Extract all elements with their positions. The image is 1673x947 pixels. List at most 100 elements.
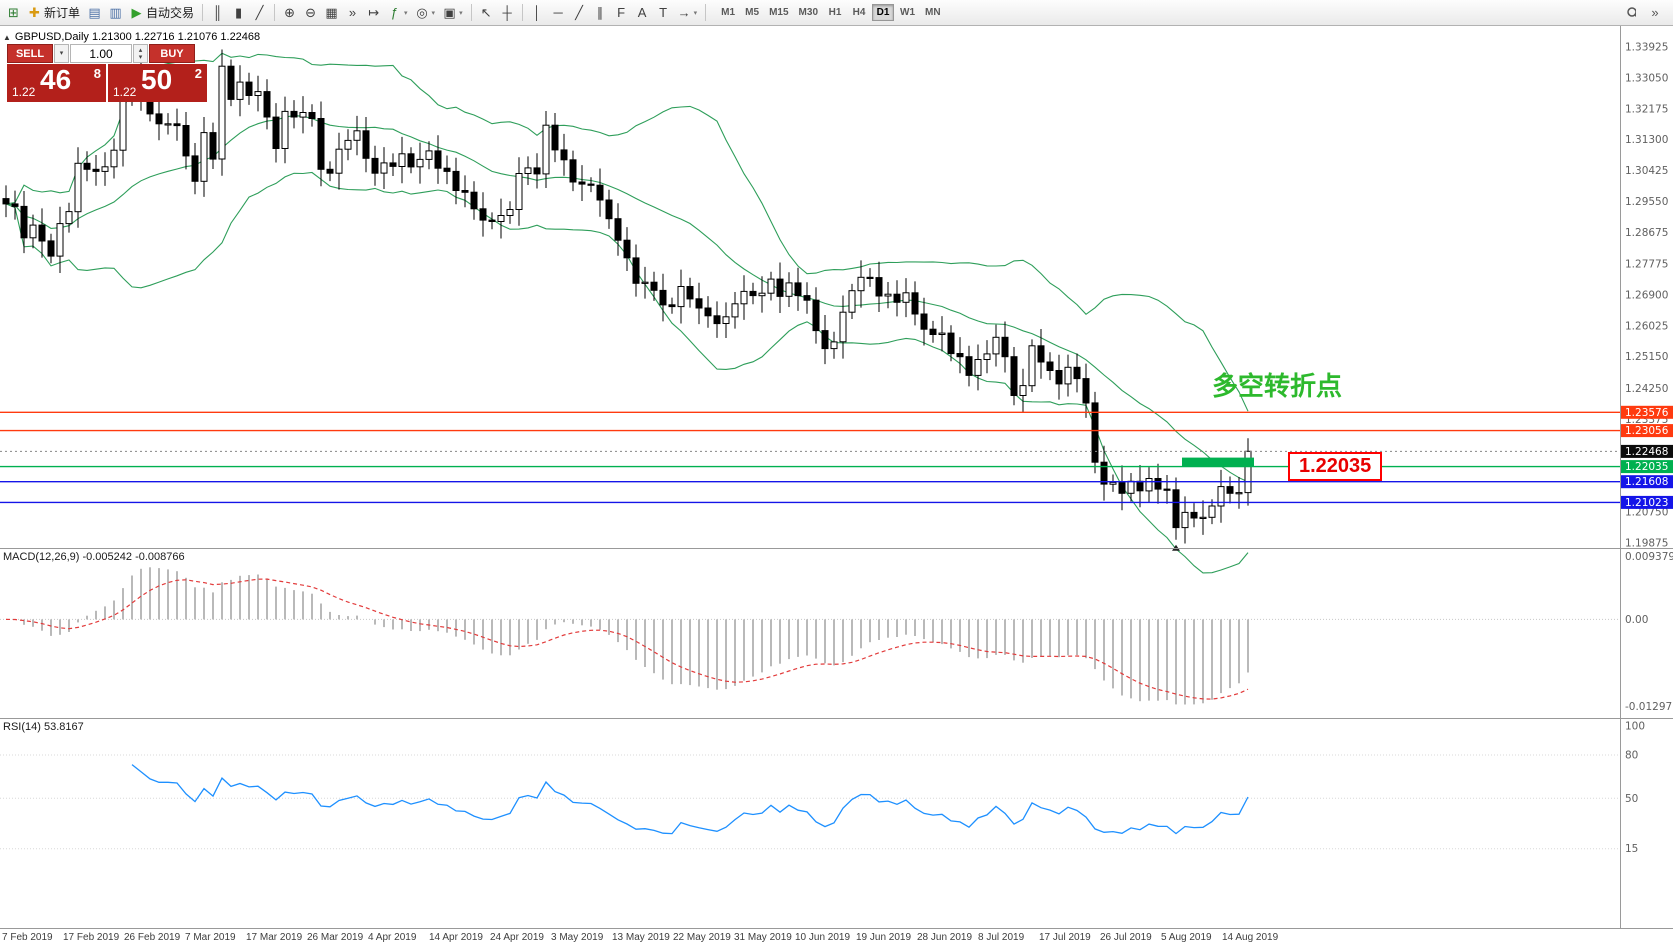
templates-button[interactable]: ▣ ▾: [439, 2, 467, 23]
toolbar-separator: [705, 4, 707, 21]
collapse-indicator-icon[interactable]: ▲: [3, 32, 11, 42]
timeframe-h4-button[interactable]: H4: [848, 4, 870, 21]
chart-header: ▲ GBPUSD,Daily 1.21300 1.22716 1.21076 1…: [3, 31, 260, 43]
time-axis-label: 28 Jun 2019: [917, 932, 973, 943]
time-axis-label: 14 Apr 2019: [429, 932, 483, 943]
time-axis-label: 24 Apr 2019: [490, 932, 544, 943]
text-icon: A: [637, 5, 647, 20]
time-axis-label: 17 Mar 2019: [246, 932, 303, 943]
time-axis[interactable]: 7 Feb 2019 17 Feb 2019 26 Feb 2019 7 Mar 20…: [0, 930, 1673, 947]
svg-text:1.23056: 1.23056: [1625, 425, 1669, 437]
sell-price-button[interactable]: 1.22 46 8: [7, 64, 106, 102]
profiles-button[interactable]: ▤: [84, 2, 105, 23]
time-axis-label: 22 May 2019: [673, 932, 731, 943]
timeframe-m15-button[interactable]: M15: [765, 4, 792, 21]
svg-text:1.31300: 1.31300: [1625, 134, 1668, 146]
svg-text:80: 80: [1625, 750, 1638, 762]
sell-price-prefix: 1.22: [12, 85, 36, 99]
horizontal-line-button[interactable]: ─: [548, 2, 569, 23]
volume-dropdown-button[interactable]: ▾: [54, 44, 69, 63]
auto-trading-icon: ▶: [131, 5, 142, 20]
svg-text:100: 100: [1625, 721, 1645, 733]
toolbar-separator: [274, 4, 276, 21]
trade-panel-controls: SELL ▾ ▴▾ BUY: [7, 44, 209, 63]
vertical-line-icon: │: [533, 5, 542, 20]
buy-price-pip: 2: [194, 66, 202, 81]
svg-text:50: 50: [1625, 793, 1638, 805]
bar-chart-button[interactable]: ║: [207, 2, 228, 23]
sell-price-main: 46: [40, 64, 72, 95]
toolbar-separator: [521, 4, 523, 21]
new-chart-button[interactable]: ⊞: [3, 2, 24, 23]
buy-price-button[interactable]: 1.22 50 2: [108, 64, 207, 102]
time-axis-label: 10 Jun 2019: [795, 932, 851, 943]
chart-shift-button[interactable]: ↦: [363, 2, 384, 23]
svg-text:1.27775: 1.27775: [1625, 259, 1668, 271]
rsi-indicator-label: RSI(14) 53.8167: [3, 721, 84, 733]
data-window-button[interactable]: ▥: [105, 2, 126, 23]
low-marker-icon: [1172, 544, 1180, 551]
timeframe-m30-button[interactable]: M30: [795, 4, 822, 21]
toolbar-right: »: [1620, 2, 1670, 23]
volume-stepper[interactable]: ▴ ▾: [133, 44, 148, 63]
templates-icon: ▣: [443, 5, 456, 20]
auto-scroll-button[interactable]: »: [342, 2, 363, 23]
search-button[interactable]: [1620, 2, 1642, 23]
time-axis-label: 8 Jul 2019: [978, 932, 1025, 943]
tile-windows-button[interactable]: ▦: [321, 2, 342, 23]
timeframe-mn-button[interactable]: MN: [921, 4, 945, 21]
svg-text:1.22468: 1.22468: [1625, 446, 1668, 458]
time-axis-label: 7 Feb 2019: [2, 932, 53, 943]
cursor-button[interactable]: ↖: [476, 2, 497, 23]
chevron-down-icon: ▾: [59, 50, 64, 57]
auto-trading-button[interactable]: ▶ 自动交易: [126, 2, 198, 23]
time-axis-label: 19 Jun 2019: [856, 932, 912, 943]
timeframe-m1-button[interactable]: M1: [717, 4, 739, 21]
auto-scroll-icon: »: [348, 5, 357, 20]
svg-text:1.19875: 1.19875: [1625, 537, 1668, 549]
trendline-button[interactable]: ╱: [569, 2, 590, 23]
volume-input[interactable]: [70, 44, 132, 63]
navigator-button[interactable]: ◎ ▾: [412, 2, 440, 23]
timeframe-w1-button[interactable]: W1: [896, 4, 919, 21]
text-button[interactable]: A: [632, 2, 653, 23]
buy-button[interactable]: BUY: [149, 44, 195, 63]
chart-annotation-text: 多空转折点: [1212, 371, 1343, 401]
crosshair-button[interactable]: ┼: [497, 2, 518, 23]
fibonacci-button[interactable]: F: [611, 2, 632, 23]
timeframe-d1-button[interactable]: D1: [872, 4, 894, 21]
arrows-button[interactable]: → ▾: [674, 2, 702, 23]
chevron-down-icon: ▾: [431, 9, 436, 17]
indicators-button[interactable]: ƒ ▾: [384, 2, 412, 23]
text-label-button[interactable]: T: [653, 2, 674, 23]
line-chart-button[interactable]: ╱: [249, 2, 270, 23]
chart-title: GBPUSD,Daily 1.21300 1.22716 1.21076 1.2…: [14, 31, 261, 43]
timeframe-m5-button[interactable]: M5: [741, 4, 763, 21]
candlestick-chart-button[interactable]: ▮: [228, 2, 249, 23]
chevron-down-icon: ▾: [138, 53, 143, 61]
vertical-line-button[interactable]: │: [527, 2, 548, 23]
time-axis-label: 17 Jul 2019: [1039, 932, 1091, 943]
line-chart-icon: ╱: [255, 5, 264, 20]
new-chart-icon: ⊞: [8, 5, 19, 20]
new-order-button[interactable]: ✚ 新订单: [24, 2, 84, 23]
toolbar-overflow-button[interactable]: »: [1644, 2, 1666, 23]
sell-button[interactable]: SELL: [7, 44, 53, 63]
zoom-out-button[interactable]: ⊖: [300, 2, 321, 23]
equidistant-channel-button[interactable]: ∥: [590, 2, 611, 23]
timeframe-h1-button[interactable]: H1: [824, 4, 846, 21]
svg-text:0.009379: 0.009379: [1625, 551, 1673, 563]
cursor-icon: ↖: [480, 5, 492, 20]
svg-text:1.21608: 1.21608: [1625, 476, 1668, 488]
svg-text:1.26900: 1.26900: [1625, 289, 1668, 301]
svg-text:1.20750: 1.20750: [1625, 507, 1668, 519]
time-axis-label: 26 Feb 2019: [124, 932, 181, 943]
toolbar-separator: [202, 4, 204, 21]
new-order-label: 新订单: [44, 6, 81, 20]
zoom-in-icon: ⊕: [284, 5, 295, 20]
profiles-icon: ▤: [88, 5, 101, 20]
zoom-in-button[interactable]: ⊕: [279, 2, 300, 23]
time-axis-label: 13 May 2019: [612, 932, 670, 943]
svg-text:0.00: 0.00: [1625, 614, 1648, 626]
